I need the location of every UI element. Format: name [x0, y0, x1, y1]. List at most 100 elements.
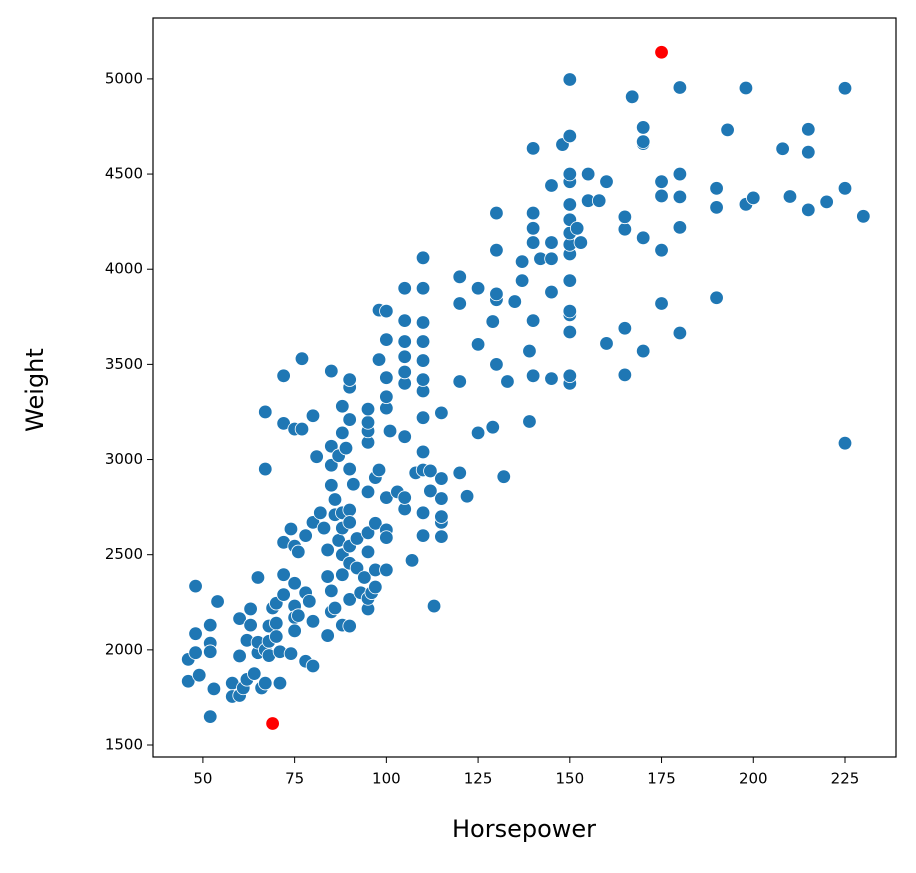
point: [544, 235, 559, 250]
point: [415, 444, 431, 460]
point: [327, 492, 343, 507]
x-tick-label: 200: [739, 770, 768, 788]
point: [635, 120, 651, 135]
point: [324, 478, 339, 493]
point: [287, 576, 302, 591]
point: [305, 408, 321, 423]
point: [258, 675, 273, 691]
point: [489, 205, 504, 221]
point: [485, 419, 500, 435]
point: [342, 502, 357, 518]
point: [203, 709, 218, 724]
point: [316, 520, 332, 536]
point: [470, 337, 486, 352]
point: [305, 658, 321, 674]
point: [276, 567, 291, 582]
point: [580, 166, 596, 182]
point: [415, 372, 431, 387]
point: [269, 629, 284, 644]
point: [309, 449, 324, 464]
point: [544, 284, 559, 300]
point: [379, 562, 394, 578]
x-tick-label: 175: [647, 770, 676, 788]
point: [782, 189, 798, 204]
point: [415, 281, 431, 296]
point: [188, 626, 203, 641]
point: [434, 471, 449, 486]
point: [371, 352, 387, 367]
point: [525, 313, 541, 328]
point: [452, 296, 467, 311]
point: [210, 594, 225, 609]
point: [371, 462, 387, 478]
point: [452, 374, 467, 389]
point: [562, 273, 578, 288]
point: [188, 578, 203, 594]
point: [452, 465, 467, 481]
point: [324, 583, 339, 599]
point: [324, 439, 339, 454]
point: [415, 334, 431, 349]
point: [415, 528, 431, 543]
point: [287, 623, 302, 639]
point: [709, 181, 724, 196]
point: [617, 367, 633, 383]
x-tick-label: 150: [555, 770, 584, 788]
point: [232, 611, 247, 626]
point: [397, 281, 412, 296]
point: [342, 412, 357, 427]
point: [801, 202, 816, 218]
point: [496, 469, 511, 484]
y-tick-label: 3500: [105, 355, 143, 373]
point: [709, 200, 724, 215]
point: [617, 222, 633, 237]
point: [525, 205, 541, 221]
point: [327, 600, 343, 616]
point: [265, 716, 280, 731]
point: [720, 122, 735, 138]
point: [415, 315, 431, 330]
point: [485, 314, 500, 329]
point: [397, 334, 412, 349]
point: [360, 525, 376, 541]
point: [203, 644, 218, 659]
point: [294, 351, 310, 366]
x-axis-label: Horsepower: [452, 815, 596, 843]
point: [360, 484, 376, 500]
point: [379, 303, 394, 319]
x-tick-label: 50: [193, 770, 212, 788]
point: [368, 579, 383, 595]
point: [837, 435, 853, 451]
point: [335, 567, 350, 582]
point: [654, 296, 669, 311]
point: [360, 544, 376, 560]
point: [258, 461, 273, 477]
point: [188, 645, 203, 660]
point: [635, 230, 651, 246]
point: [342, 592, 357, 607]
point: [738, 80, 754, 96]
point: [525, 368, 541, 383]
point: [434, 491, 449, 506]
point: [452, 269, 467, 285]
point: [272, 675, 288, 691]
point: [544, 251, 559, 266]
point: [192, 667, 207, 683]
point: [346, 477, 361, 492]
point: [654, 188, 669, 204]
point: [423, 483, 438, 499]
point: [324, 363, 339, 379]
point: [635, 134, 651, 149]
point: [746, 190, 761, 206]
point: [379, 332, 394, 347]
point: [522, 414, 537, 429]
y-tick-label: 1500: [105, 736, 143, 754]
x-tick-label: 125: [464, 770, 493, 788]
point: [522, 343, 537, 359]
y-tick-label: 3000: [105, 450, 143, 468]
point: [181, 674, 196, 689]
point: [544, 371, 559, 386]
point: [544, 178, 559, 193]
point: [291, 608, 306, 623]
point: [599, 174, 614, 189]
